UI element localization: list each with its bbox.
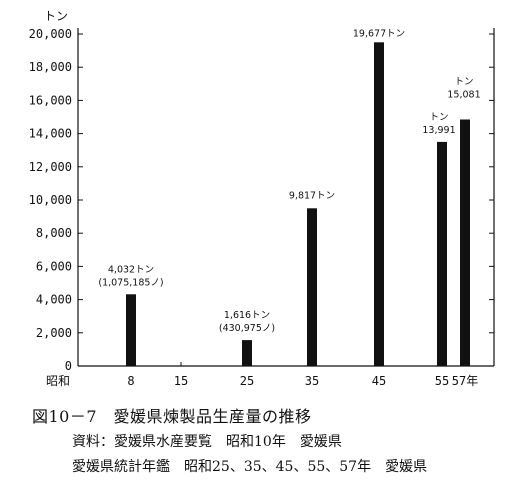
- chart-bars: [126, 42, 470, 367]
- bar: [242, 340, 252, 366]
- bar: [307, 208, 317, 366]
- data-label: 9,817トン: [289, 190, 335, 201]
- data-label: 19,677トン: [353, 28, 405, 39]
- bar: [126, 294, 136, 366]
- chart-axes: 0 2,000 4,000 6,000 8,000 10,000 12,000 14,000 1…: [29, 9, 495, 388]
- y-tick-label: 10,000: [29, 193, 72, 207]
- x-tick-label: 55: [435, 374, 449, 388]
- y-tick-label: 16,000: [29, 93, 72, 107]
- x-tick-label: 57年: [452, 374, 478, 388]
- x-tick-label: 8: [127, 374, 134, 388]
- data-label: トン: [454, 76, 473, 87]
- data-label: 15,081: [447, 89, 480, 100]
- y-axis-unit: トン: [44, 9, 68, 23]
- x-tick-label: 15: [174, 374, 188, 388]
- y-tick-label: 20,000: [29, 27, 72, 41]
- data-label: 4,032トン: [108, 264, 154, 275]
- data-label: (1,075,185ノ): [98, 277, 163, 288]
- bar: [460, 119, 470, 367]
- x-tick-label: 25: [240, 374, 254, 388]
- y-tick-label: 12,000: [29, 160, 72, 174]
- x-tick-label: 45: [372, 374, 386, 388]
- chart-data-labels: 4,032トン (1,075,185ノ) 1,616トン (430,975ノ) 9,81…: [98, 28, 480, 334]
- bar: [374, 42, 384, 367]
- x-tick-label: 35: [305, 374, 319, 388]
- data-label: 1,616トン: [224, 310, 270, 321]
- x-axis-prefix: 昭和: [46, 374, 70, 388]
- data-label: (430,975ノ): [219, 323, 275, 334]
- data-label: 13,991: [422, 125, 455, 136]
- y-tick-label: 14,000: [29, 127, 72, 141]
- y-tick-label: 0: [65, 359, 72, 373]
- bar: [437, 141, 447, 366]
- source-line-1: 資料：愛媛県水産要覧 昭和10年 愛媛県: [72, 434, 342, 450]
- y-tick-label: 18,000: [29, 60, 72, 74]
- source-line-2: 愛媛県統計年鑑 昭和25、35、45、55、57年 愛媛県: [72, 459, 428, 475]
- data-label: トン: [429, 112, 448, 123]
- y-tick-label: 2,000: [36, 326, 72, 340]
- figure-caption: 図10－7 愛媛県煉製品生産量の推移: [32, 407, 312, 426]
- y-tick-label: 4,000: [36, 293, 72, 307]
- bar-chart: 0 2,000 4,000 6,000 8,000 10,000 12,000 14,000 1…: [29, 9, 495, 388]
- y-tick-label: 8,000: [36, 226, 72, 240]
- y-tick-label: 6,000: [36, 259, 72, 273]
